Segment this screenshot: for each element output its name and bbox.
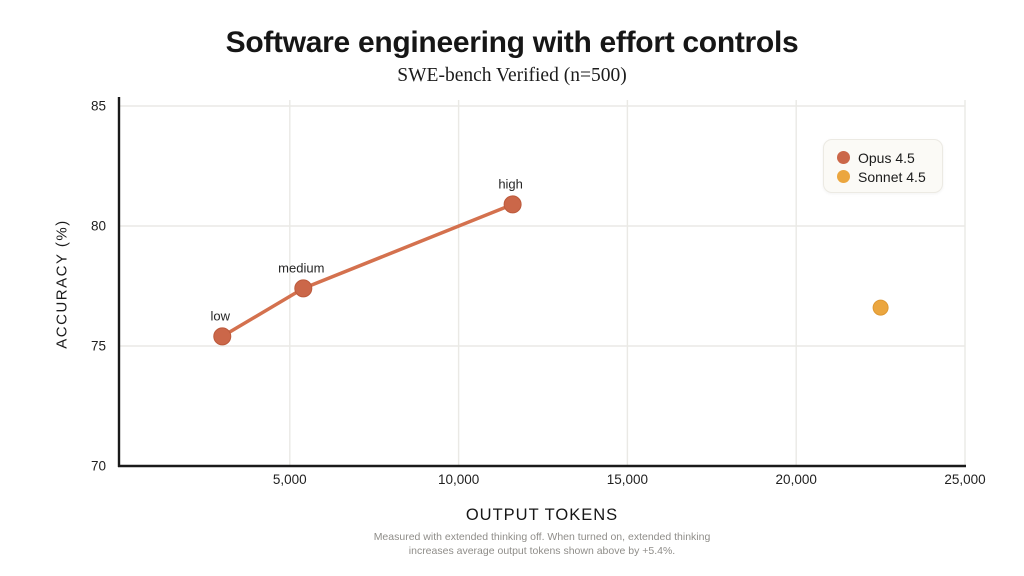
footnote-line2: increases average output tokens shown ab… — [408, 545, 676, 557]
chart-subtitle: SWE-bench Verified (n=500) — [397, 65, 627, 86]
data-point-sonnet-4.5 — [872, 299, 889, 316]
x-tick-label-15000: 15,000 — [607, 472, 648, 487]
opus-marker-icon — [837, 151, 850, 164]
y-tick-label-80: 80 — [91, 219, 106, 234]
x-axis-label: OUTPUT TOKENS — [465, 506, 619, 524]
effort-label-low: low — [211, 308, 231, 323]
legend-label-sonnet: Sonnet 4.5 — [858, 168, 926, 185]
legend-item-opus: Opus 4.5 — [837, 148, 942, 167]
y-tick-label-75: 75 — [91, 339, 106, 354]
x-tick-label-5000: 5,000 — [273, 472, 307, 487]
x-tick-label-25000: 25,000 — [944, 472, 985, 487]
legend-item-sonnet: Sonnet 4.5 — [837, 167, 942, 186]
chart-title: Software engineering with effort control… — [225, 26, 799, 59]
data-point-medium — [294, 279, 313, 298]
footnote-line1: Measured with extended thinking off. Whe… — [373, 531, 711, 543]
sonnet-marker-icon — [837, 170, 850, 183]
y-tick-label-70: 70 — [91, 459, 106, 474]
series-line-0 — [220, 202, 515, 339]
footnote: Measured with extended thinking off. Whe… — [374, 530, 711, 558]
y-tick-label-85: 85 — [91, 99, 106, 114]
legend: Opus 4.5 Sonnet 4.5 — [823, 139, 943, 193]
x-tick-label-10000: 10,000 — [438, 472, 479, 487]
effort-label-high: high — [498, 176, 523, 191]
effort-label-medium: medium — [278, 260, 324, 275]
x-tick-label-20000: 20,000 — [776, 472, 817, 487]
data-point-low — [213, 327, 232, 346]
data-point-high — [503, 195, 522, 214]
legend-label-opus: Opus 4.5 — [858, 149, 915, 166]
